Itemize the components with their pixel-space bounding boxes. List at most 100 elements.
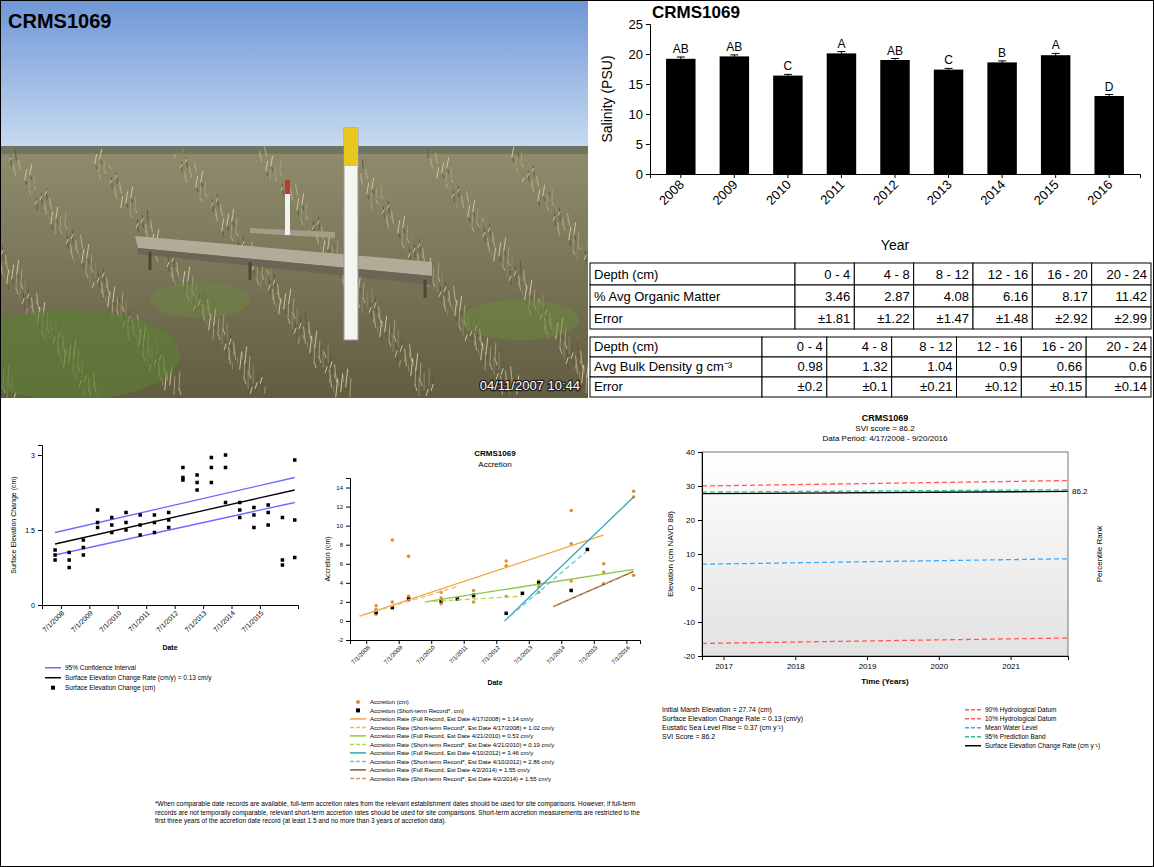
error-bar xyxy=(891,59,899,62)
grass xyxy=(150,223,151,228)
tick-label: 12 xyxy=(336,504,343,510)
table-cell xyxy=(973,285,1032,307)
grass xyxy=(291,189,293,201)
tick-mark xyxy=(38,605,42,606)
grass xyxy=(177,262,179,277)
grass xyxy=(118,199,119,203)
legend: 95% Confidence IntervalSurface Elevation… xyxy=(45,664,212,692)
table-cell xyxy=(1021,357,1086,377)
grass xyxy=(21,269,22,284)
grass xyxy=(431,158,433,169)
legend-label: Surface Elevation Change (cm) xyxy=(65,684,155,692)
series-line xyxy=(702,481,1068,486)
grass xyxy=(499,352,500,370)
grass xyxy=(178,153,179,163)
data-point xyxy=(391,538,395,542)
table-cell xyxy=(854,263,913,285)
grass xyxy=(372,178,374,189)
grass xyxy=(404,228,405,233)
grass xyxy=(84,248,85,253)
legend-label: Mean Water Level xyxy=(985,724,1038,731)
table-cell xyxy=(914,285,973,307)
grass xyxy=(121,196,123,208)
grass xyxy=(87,244,89,258)
grass xyxy=(236,218,237,231)
tick: 7/1/2008 xyxy=(41,605,65,633)
grass xyxy=(400,219,401,224)
legend-label: Accretion Rate (Short-term Record*, Est … xyxy=(370,776,551,782)
grass xyxy=(221,204,223,216)
legend-symbol xyxy=(350,778,366,780)
grass xyxy=(338,381,339,388)
grass xyxy=(55,221,56,234)
table-cell xyxy=(1086,357,1151,377)
tick: 2017 xyxy=(715,656,733,671)
tick-label: 2 xyxy=(340,599,344,605)
grass xyxy=(488,227,490,232)
grass xyxy=(346,369,348,388)
error-cap xyxy=(945,68,953,69)
grass xyxy=(115,175,117,179)
data-point xyxy=(195,473,199,477)
table-text: Depth (cm) xyxy=(594,267,658,282)
table-text: Error xyxy=(594,311,624,326)
grass xyxy=(16,274,17,289)
table-text: ±0.2 xyxy=(798,379,823,394)
table-cell xyxy=(590,337,762,357)
table-text: 0 - 4 xyxy=(797,339,823,354)
grass xyxy=(12,265,14,280)
data-point xyxy=(238,516,242,520)
data-point xyxy=(281,563,285,567)
grass xyxy=(281,187,283,191)
tick-mark xyxy=(939,656,940,660)
grass xyxy=(364,185,365,189)
pole xyxy=(344,128,358,340)
grass xyxy=(405,349,407,367)
table-cell xyxy=(1086,377,1151,397)
grass xyxy=(147,210,148,223)
bar xyxy=(666,59,695,174)
grass xyxy=(582,241,583,255)
series-line xyxy=(504,497,633,621)
grass xyxy=(130,201,131,213)
tick-mark xyxy=(561,640,562,644)
grass xyxy=(486,338,488,355)
grass xyxy=(532,168,534,172)
grass xyxy=(204,195,205,207)
page-border xyxy=(1,1,1154,867)
axis-line xyxy=(43,606,299,610)
grass xyxy=(337,240,338,254)
grass xyxy=(347,385,348,392)
table-cell xyxy=(914,307,973,329)
grass xyxy=(452,194,454,198)
grass xyxy=(438,277,440,282)
grass xyxy=(279,175,280,186)
grass xyxy=(294,328,296,334)
grass xyxy=(70,249,71,254)
table-text: 12 - 16 xyxy=(988,267,1028,282)
grass xyxy=(422,253,423,258)
data-point xyxy=(153,513,157,517)
grass xyxy=(409,350,410,356)
data-point xyxy=(238,501,242,505)
grass xyxy=(49,200,50,204)
grass xyxy=(266,270,267,285)
grass xyxy=(190,167,192,178)
grass xyxy=(180,164,182,168)
grass xyxy=(519,275,521,290)
grass xyxy=(433,282,435,287)
grass xyxy=(367,292,368,308)
grass xyxy=(496,246,497,251)
grass xyxy=(518,280,519,285)
grass xyxy=(310,336,312,353)
table-text: ±1.47 xyxy=(937,311,969,326)
tick-label: 1.5 xyxy=(25,527,35,534)
grass xyxy=(166,388,167,395)
page: CRMS106904/11/2007 10:44ABABCAABCBAD0510… xyxy=(0,0,1154,867)
grass xyxy=(95,263,96,278)
tick: 7/1/2011 xyxy=(448,640,469,665)
grass xyxy=(583,381,584,388)
legend-symbol xyxy=(965,709,981,711)
series-line xyxy=(425,596,523,602)
data-point xyxy=(266,523,270,527)
